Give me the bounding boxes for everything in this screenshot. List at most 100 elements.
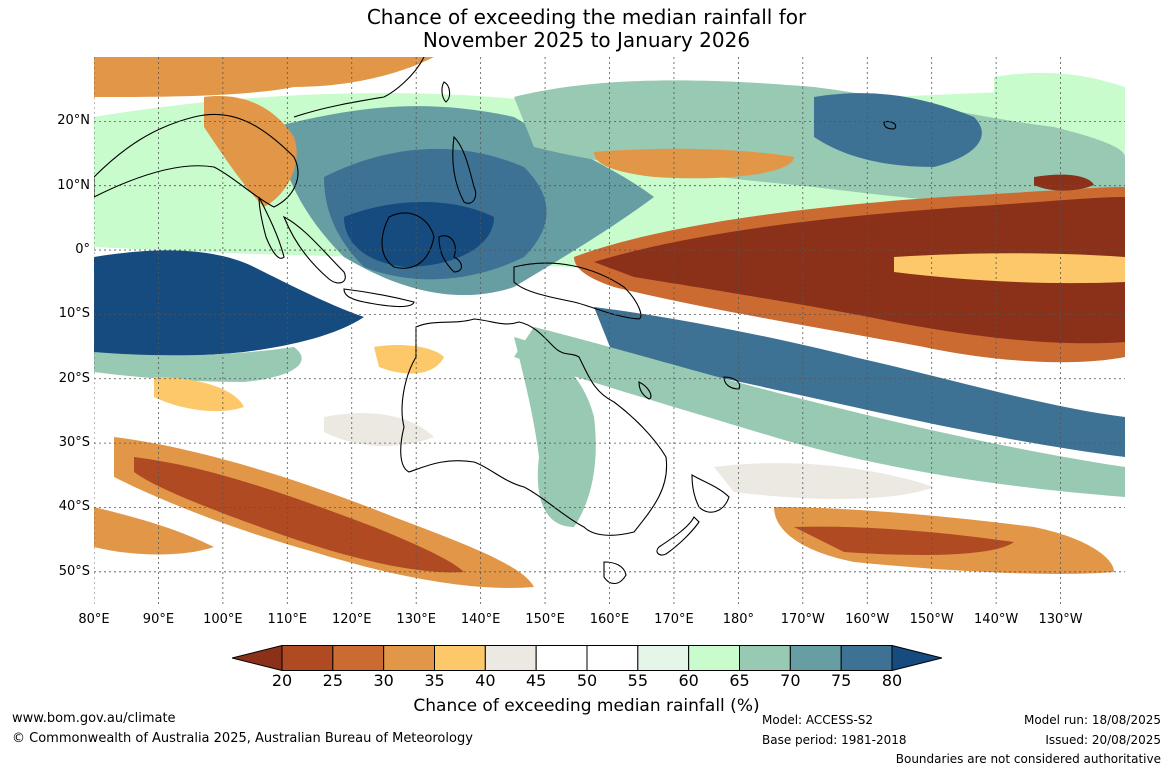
lat-tick-label: 30°S [58, 435, 90, 451]
sulawesi-coastline [438, 235, 463, 273]
light-band-inside-tongue [894, 253, 1125, 284]
brown-band-south-pacific [794, 526, 1014, 555]
australia-coastline [400, 318, 668, 536]
orange-region-south-china [94, 57, 434, 97]
colorbar-cell [688, 645, 740, 671]
graticule-layer [94, 57, 1125, 604]
lon-tick-label: 140°E [460, 612, 501, 627]
orange-patch-indian-ocean-20s [154, 377, 244, 412]
colorbar-tick-label: 45 [525, 671, 547, 690]
lon-tick-label: 130°W [1038, 612, 1083, 627]
lon-tick-label: 150°E [525, 612, 565, 627]
lat-tick-label: 10°N [57, 177, 90, 193]
colorbar-cell [434, 645, 486, 671]
colorbar-tick-label: 20 [271, 671, 293, 690]
malay-peninsula-coastline [258, 196, 285, 259]
lat-tick-label: 20°N [57, 113, 90, 129]
lat-tick-label: 10°S [58, 306, 90, 322]
colorbar-cell [840, 645, 893, 671]
tasmania-coastline [603, 561, 627, 585]
new-guinea-coastline [513, 262, 642, 320]
colorbar-cell [637, 645, 690, 671]
lat-tick-label: 40°S [58, 499, 90, 515]
colorbar-tick-label: 50 [576, 671, 598, 690]
colorbar-tick-label: 35 [424, 671, 445, 690]
lon-tick-label: 140°W [974, 612, 1019, 627]
colorbar-cell [484, 645, 537, 671]
rainfall-map [94, 57, 1125, 604]
java-coastline [343, 288, 415, 308]
lon-tick-label: 80°E [78, 612, 110, 627]
chart-title-line1: Chance of exceeding the median rainfall … [366, 5, 807, 29]
colorbar-tick-label: 60 [678, 671, 699, 690]
new-caledonia-coastline [638, 381, 652, 400]
lat-tick-label: 50°S [58, 563, 90, 579]
brown-band-south-indian-ocean [134, 457, 464, 573]
colorbar-cell [789, 645, 842, 671]
green-region-east-australia [514, 337, 596, 527]
colorbar-tick-label: 70 [780, 671, 801, 690]
lon-tick-label: 120°E [331, 612, 372, 627]
colorbar-tick-label: 80 [881, 671, 903, 690]
lon-tick-label: 130°E [396, 612, 436, 627]
south-china-coastline [293, 57, 425, 118]
teal-band-spcz [514, 327, 1125, 497]
model-text: Model: ACCESS-S2 [762, 713, 874, 727]
lon-tick-label: 160°W [845, 612, 890, 627]
base-period-text: Base period: 1981-2018 [762, 733, 907, 747]
teal-fringe-indian-ocean [94, 347, 302, 382]
lon-tick-label: 110°E [267, 612, 308, 627]
taiwan-coastline [441, 81, 451, 103]
darkblue-core-maritime [344, 202, 494, 267]
blue-patches-north-pacific [814, 93, 982, 167]
chart-title-line2: November 2025 to January 2026 [422, 28, 751, 52]
brown-patch-north-pacific-10n [1034, 174, 1094, 191]
colorbar-tick-label: 25 [322, 671, 343, 690]
sumatra-coastline [282, 215, 346, 284]
colorbar-cell [739, 645, 791, 671]
colorbar-extend-low [232, 645, 283, 671]
colorbar-cell [535, 645, 588, 671]
copyright-text: © Commonwealth of Australia 2025, Austra… [12, 731, 473, 746]
teal-band-north-pacific [514, 80, 1125, 217]
colorbar-extend-high [891, 645, 942, 671]
lon-tick-label: 180° [722, 612, 755, 627]
fiji-coastline [723, 376, 741, 390]
new-zealand-south-coastline [656, 516, 700, 556]
colorbar-cell [332, 645, 385, 671]
hawaii-coastline [883, 121, 897, 130]
lon-tick-label: 90°E [142, 612, 175, 627]
lat-tick-label: 20°S [58, 370, 90, 386]
colorbar [232, 645, 942, 671]
blue-band-spcz [594, 307, 1125, 457]
colorbar-tick-label: 65 [729, 671, 750, 690]
colorbar-cell [586, 645, 639, 671]
colorbar-label: Chance of exceeding median rainfall (%) [413, 696, 760, 716]
lon-tick-label: 160°E [589, 612, 630, 627]
colorbar-tick-label: 40 [475, 671, 496, 690]
colorbar-tick-label: 75 [830, 671, 852, 690]
map-canvas [94, 57, 1125, 604]
lat-tick-label: 0° [75, 242, 90, 258]
philippines-coastline [452, 135, 477, 204]
colorbar-tick-label: 55 [627, 671, 648, 690]
borneo-coastline [381, 212, 435, 269]
colorbar-tick-label: 30 [373, 671, 394, 690]
orange-band-north-10n [594, 148, 794, 179]
darkblue-region-indian-ocean [94, 250, 364, 357]
disclaimer-text: Boundaries are not considered authoritat… [895, 752, 1161, 766]
issued-text: Issued: 20/08/2025 [1045, 733, 1161, 747]
orange-region-se-asia [204, 96, 297, 207]
orange-patch-far-south [94, 507, 214, 555]
lon-tick-label: 170°W [780, 612, 825, 627]
lon-tick-label: 150°W [909, 612, 954, 627]
model-run-text: Model run: 18/08/2025 [1023, 713, 1161, 727]
lon-tick-label: 170°E [654, 612, 694, 627]
new-zealand-north-coastline [691, 474, 730, 513]
darkred-core-equatorial-pacific [594, 197, 1125, 344]
website-text: www.bom.gov.au/climate [12, 711, 176, 726]
colorbar-cell [383, 645, 436, 671]
colorbar-cell [281, 645, 334, 671]
green-patch-north-pacific-east [994, 72, 1125, 117]
lon-tick-label: 100°E [203, 612, 243, 627]
